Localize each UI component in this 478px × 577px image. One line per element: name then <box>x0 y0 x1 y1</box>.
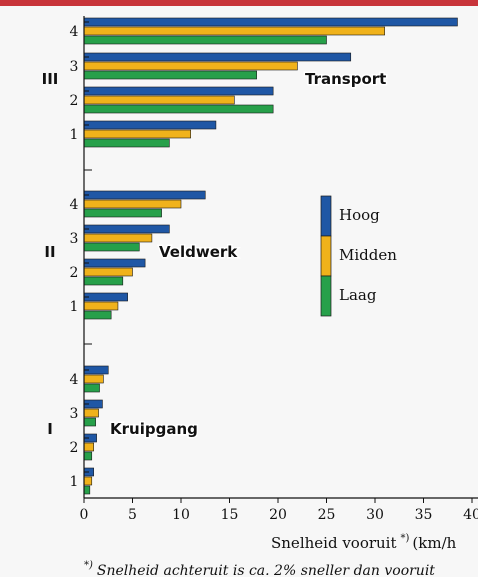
gear-label-ii-2: 2 <box>70 265 79 281</box>
bar-ii-gear-2-laag <box>83 276 124 286</box>
annotation-veldwerk: Veldwerk <box>159 243 238 261</box>
x-tick-label-20: 20 <box>269 507 287 523</box>
bar-ii-gear-3-midden <box>83 233 153 243</box>
x-tick-label-40: 40 <box>463 507 478 523</box>
footnote-text: Snelheid achteruit is ca. 2% sneller dan… <box>97 563 435 577</box>
legend-label-laag: Laag <box>339 286 377 304</box>
bar-ii-gear-4-laag <box>83 208 162 218</box>
bar-ii-gear-4-midden <box>83 199 182 209</box>
bar-i-gear-2-midden <box>83 442 94 452</box>
axes-layer <box>83 16 478 503</box>
bar-ii-gear-2-hoog <box>83 258 146 268</box>
annotation-transport: Transport <box>305 70 386 88</box>
x-tick-label-30: 30 <box>366 507 384 523</box>
gear-label-i-3: 3 <box>70 406 79 422</box>
x-tick-label-15: 15 <box>221 507 239 523</box>
gear-label-i-1: 1 <box>70 474 79 490</box>
gear-label-iii-2: 2 <box>70 93 79 109</box>
bar-iii-gear-2-laag <box>83 104 274 114</box>
bar-iii-gear-1-hoog <box>83 120 217 130</box>
group-label-iii: III <box>42 70 59 88</box>
bar-iii-gear-4-midden <box>83 26 386 36</box>
bar-iii-gear-4-laag <box>83 35 327 45</box>
bar-ii-gear-4-hoog <box>83 190 206 200</box>
bar-i-gear-4-midden <box>83 374 104 384</box>
bar-iii-gear-1-midden <box>83 129 191 139</box>
footnote-sup: *) <box>84 560 93 571</box>
x-axis-title: Snelheid vooruit *) (km/h <box>271 533 457 552</box>
bar-i-gear-3-laag <box>83 417 96 427</box>
x-tick-label-25: 25 <box>318 507 336 523</box>
group-label-i: I <box>47 420 53 438</box>
gear-label-ii-1: 1 <box>70 299 79 315</box>
gear-label-ii-3: 3 <box>70 231 79 247</box>
gear-label-i-2: 2 <box>70 440 79 456</box>
gear-label-iii-3: 3 <box>70 59 79 75</box>
legend-label-hoog: Hoog <box>339 206 380 224</box>
bar-iii-gear-3-laag <box>83 70 257 80</box>
x-tick-label-0: 0 <box>80 507 89 523</box>
bar-iii-gear-2-hoog <box>83 86 274 96</box>
bar-i-gear-1-midden <box>83 476 93 486</box>
x-axis-title-unit: (km/h <box>412 534 456 552</box>
bar-i-gear-1-laag <box>83 485 91 495</box>
bar-ii-gear-1-midden <box>83 301 119 311</box>
bar-iii-gear-4-hoog <box>83 17 458 27</box>
labels-layer: 4 3 2 1 III Transport 4 3 2 1 II Veldwerk 4 3 2 1 I Kruip… <box>42 24 478 523</box>
legend: Hoog Midden Laag <box>320 195 397 317</box>
bar-ii-gear-1-laag <box>83 310 112 320</box>
bar-ii-gear-3-hoog <box>83 224 170 234</box>
x-axis-title-sup: *) <box>401 533 410 544</box>
bar-iii-gear-1-laag <box>83 138 170 148</box>
gear-label-i-4: 4 <box>70 372 79 388</box>
footnote: *) Snelheid achteruit is ca. 2% sneller d… <box>84 560 435 577</box>
x-tick-label-35: 35 <box>415 507 433 523</box>
bar-iii-gear-3-hoog <box>83 52 352 62</box>
bar-i-gear-3-midden <box>83 408 99 418</box>
bar-ii-gear-2-midden <box>83 267 133 277</box>
bar-iii-gear-3-midden <box>83 61 298 71</box>
bar-i-gear-2-laag <box>83 451 93 461</box>
legend-swatch-hoog <box>320 195 332 237</box>
legend-swatch-midden <box>320 235 332 277</box>
annotation-kruipgang: Kruipgang <box>110 420 198 438</box>
bar-i-gear-4-laag <box>83 383 100 393</box>
legend-swatch-laag <box>320 275 332 317</box>
x-tick-label-10: 10 <box>172 507 190 523</box>
legend-label-midden: Midden <box>339 246 397 264</box>
group-label-ii: II <box>44 243 55 261</box>
gear-label-iii-1: 1 <box>70 127 79 143</box>
bar-ii-gear-3-laag <box>83 242 140 252</box>
gear-label-ii-4: 4 <box>70 197 79 213</box>
top-accent-bar <box>0 0 478 6</box>
gear-label-iii-4: 4 <box>70 24 79 40</box>
bar-ii-gear-1-hoog <box>83 292 128 302</box>
bar-iii-gear-2-midden <box>83 95 235 105</box>
x-tick-label-5: 5 <box>128 507 137 523</box>
x-axis-title-text: Snelheid vooruit <box>271 534 397 552</box>
